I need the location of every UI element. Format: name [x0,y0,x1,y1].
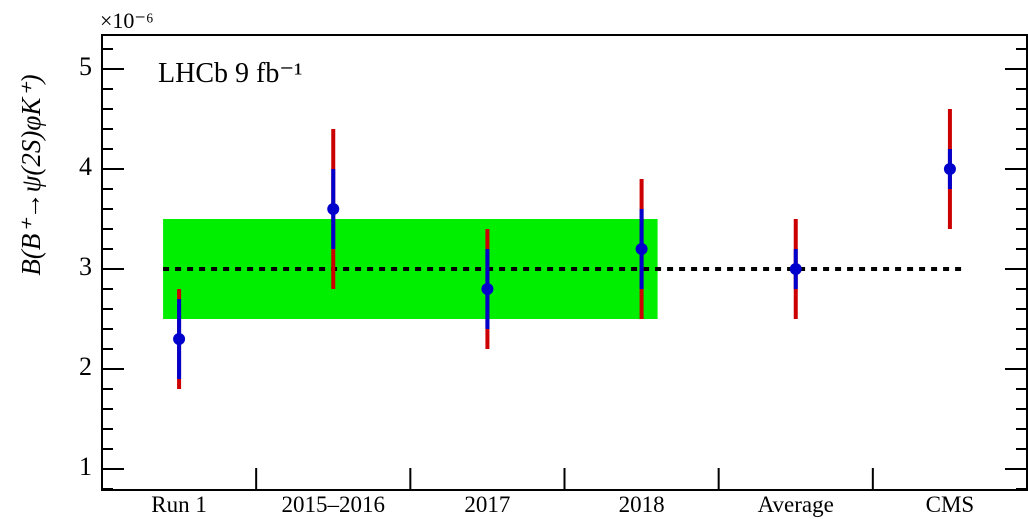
x-tick-label: Average [758,492,834,517]
point [635,243,648,255]
annotation: LHCb 9 fb⁻¹ [158,58,303,89]
y-axis-label: B(B⁺→ψ(2S)φK⁺) [16,74,46,275]
x-tick-label: CMS [926,492,975,517]
x-tick-label: 2018 [619,492,665,517]
point [789,263,802,275]
point [943,163,956,175]
y-tick-label: 2 [79,352,92,381]
x-tick-label: 2017 [464,492,510,517]
y-tick-label: 1 [79,452,92,481]
point [481,283,494,295]
point [173,333,186,345]
y-tick-label: 3 [79,252,92,281]
y-tick-label: 5 [79,52,92,81]
y-tick-label: 4 [79,152,92,181]
y-multiplier: ×10⁻⁶ [100,8,154,33]
x-tick-label: Run 1 [151,492,207,517]
x-tick-label: 2015–2016 [282,492,386,517]
point [327,203,340,215]
